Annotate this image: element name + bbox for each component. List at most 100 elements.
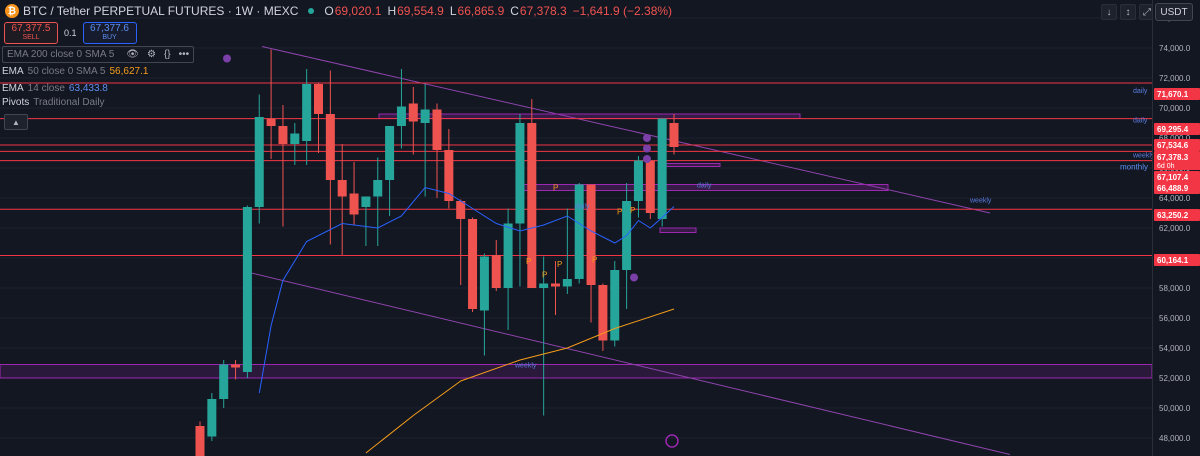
chart-area[interactable]: daily daily weekly weekly weekly daily daily mo… — [0, 0, 1152, 456]
pivot-label: P — [542, 271, 547, 280]
indicator-actions: 👁 ⚙ {} ••• — [126, 49, 189, 60]
pivot-label: P — [592, 256, 597, 265]
candle-body — [574, 184, 584, 279]
alert-icon — [665, 434, 679, 448]
candle-body — [645, 160, 655, 213]
open-key: O — [324, 4, 334, 18]
market-status-icon — [308, 8, 315, 14]
change-value: −1,641.9 (−2.38%) — [572, 4, 673, 18]
candle-body — [539, 283, 549, 288]
buy-button[interactable]: 67,377.6 BUY — [82, 22, 137, 44]
candle-body — [207, 399, 217, 437]
price-chart[interactable]: daily daily weekly weekly weekly daily daily mo… — [0, 0, 1152, 456]
level-tag: daily — [1133, 88, 1148, 95]
indicator-ema14-value: 63,433.8 — [68, 83, 108, 94]
price-level-label: 67,534.6 — [1157, 141, 1189, 150]
indicator-pivots-params: Traditional Daily — [33, 97, 105, 108]
indicator-pivots-name: Pivots — [2, 97, 30, 108]
level-tag: weekly — [514, 363, 537, 370]
candle-body — [195, 426, 205, 456]
price-axis[interactable]: 48,000.0 50,000.0 52,000.0 54,000.0 56,000.0… — [1152, 0, 1200, 456]
price-level-tag — [1154, 209, 1200, 221]
price-level-label: 66,488.9 — [1157, 184, 1189, 193]
indicator-ema50-name: EMA — [2, 66, 24, 77]
close-value: 67,378.3 — [519, 4, 567, 18]
price-tick-label: 64,000.0 — [1159, 194, 1191, 203]
pivot-zone — [659, 227, 697, 233]
scroll-down-icon[interactable]: ↓ — [1101, 4, 1117, 20]
level-tag: weekly — [1132, 153, 1152, 160]
chevron-up-icon: ▲ — [12, 117, 20, 127]
high-key: H — [387, 4, 397, 18]
candle-body — [669, 123, 679, 147]
candle-body — [242, 207, 252, 372]
indicator-ema50-value: 56,627.1 — [109, 66, 149, 77]
price-level-label: 67,378.3 — [1157, 153, 1189, 162]
price-level-label: 69,295.4 — [1157, 125, 1189, 134]
candle-body — [254, 117, 264, 207]
price-tick-label: 70,000.0 — [1159, 104, 1191, 113]
candle-body — [219, 364, 229, 399]
pivot-label: P — [630, 206, 635, 215]
price-tick-label: 62,000.0 — [1159, 224, 1191, 233]
lower-trendline — [244, 271, 1011, 455]
indicator-ema14-name: EMA — [2, 83, 24, 94]
indicator-ema14[interactable]: EMA 14 close 63,433.8 — [2, 80, 108, 97]
low-value: 66,865.9 — [457, 4, 505, 18]
source-code-icon[interactable]: {} — [163, 49, 171, 60]
candle-body — [491, 255, 501, 288]
candle-body — [551, 283, 560, 287]
countdown-label: 6d 0h — [1157, 163, 1175, 170]
close-key: C — [510, 4, 519, 18]
indicator-ema14-params: 14 close — [27, 83, 65, 94]
indicator-ema200[interactable]: EMA 200 close 0 SMA 5 👁 ⚙ {} ••• — [2, 46, 195, 63]
price-tick-label: 74,000.0 — [1159, 44, 1191, 53]
high-value: 69,554.9 — [397, 4, 444, 18]
buy-label: BUY — [102, 34, 117, 41]
candle-body — [314, 84, 323, 114]
price-tick-label: 48,000.0 — [1159, 434, 1191, 443]
candle-body — [527, 123, 537, 288]
level-tag: weekly — [969, 198, 992, 205]
order-quantity[interactable]: 0.1 — [64, 28, 77, 38]
indicator-ema50[interactable]: EMA 50 close 0 SMA 5 56,627.1 — [2, 63, 148, 80]
indicator-ema50-params: 50 close 0 SMA 5 — [27, 66, 106, 77]
expand-icon[interactable]: ⤢ — [1139, 4, 1152, 20]
price-tick-label: 54,000.0 — [1159, 344, 1191, 353]
candle-body — [657, 118, 667, 219]
price-tick-label: 50,000.0 — [1159, 404, 1191, 413]
price-axis-svg[interactable]: 48,000.0 50,000.0 52,000.0 54,000.0 56,000.0… — [1153, 0, 1200, 456]
monthly-tag: monthly — [1120, 163, 1148, 172]
candle-body — [610, 270, 620, 341]
level-tag: daily — [575, 204, 590, 211]
price-level-tag — [1154, 182, 1200, 194]
candle-body — [432, 109, 442, 150]
candle-body — [396, 106, 406, 126]
settings-icon[interactable]: ⚙ — [146, 49, 156, 60]
price-level-tag — [1154, 88, 1200, 100]
price-level-tag — [1154, 171, 1200, 183]
price-tick-label: 68,000.0 — [1159, 134, 1191, 143]
price-level-tag — [1154, 151, 1200, 163]
indicator-pivots[interactable]: Pivots Traditional Daily — [2, 94, 109, 111]
candle-body — [373, 180, 383, 197]
symbol-header: ₿ BTC / Tether PERPETUAL FUTURES · 1W · … — [0, 0, 678, 22]
price-level-tag — [1154, 139, 1200, 151]
candle-body — [408, 103, 418, 122]
trade-panel: 67,377.5 SELL 0.1 67,377.6 BUY — [4, 22, 137, 44]
pivot-label: P — [526, 257, 531, 266]
currency-selector[interactable]: USDT — [1155, 3, 1193, 21]
price-tick-label: 58,000.0 — [1159, 284, 1191, 293]
event-marker-icon — [223, 54, 231, 63]
more-options-icon[interactable]: ••• — [178, 49, 190, 60]
sell-button[interactable]: 67,377.5 SELL — [4, 22, 58, 44]
event-marker-icon — [643, 144, 651, 153]
symbol-title[interactable]: BTC / Tether PERPETUAL FUTURES · 1W · ME… — [23, 4, 299, 18]
price-level-label: 67,107.4 — [1157, 173, 1189, 182]
scale-icon[interactable]: ↕ — [1120, 4, 1136, 20]
eye-hidden-icon[interactable]: 👁 — [126, 49, 139, 60]
price-tick-label: 72,000.0 — [1159, 74, 1191, 83]
candle-body — [468, 219, 478, 309]
candle-body — [586, 184, 596, 285]
collapse-indicators-button[interactable]: ▲ — [4, 114, 28, 130]
